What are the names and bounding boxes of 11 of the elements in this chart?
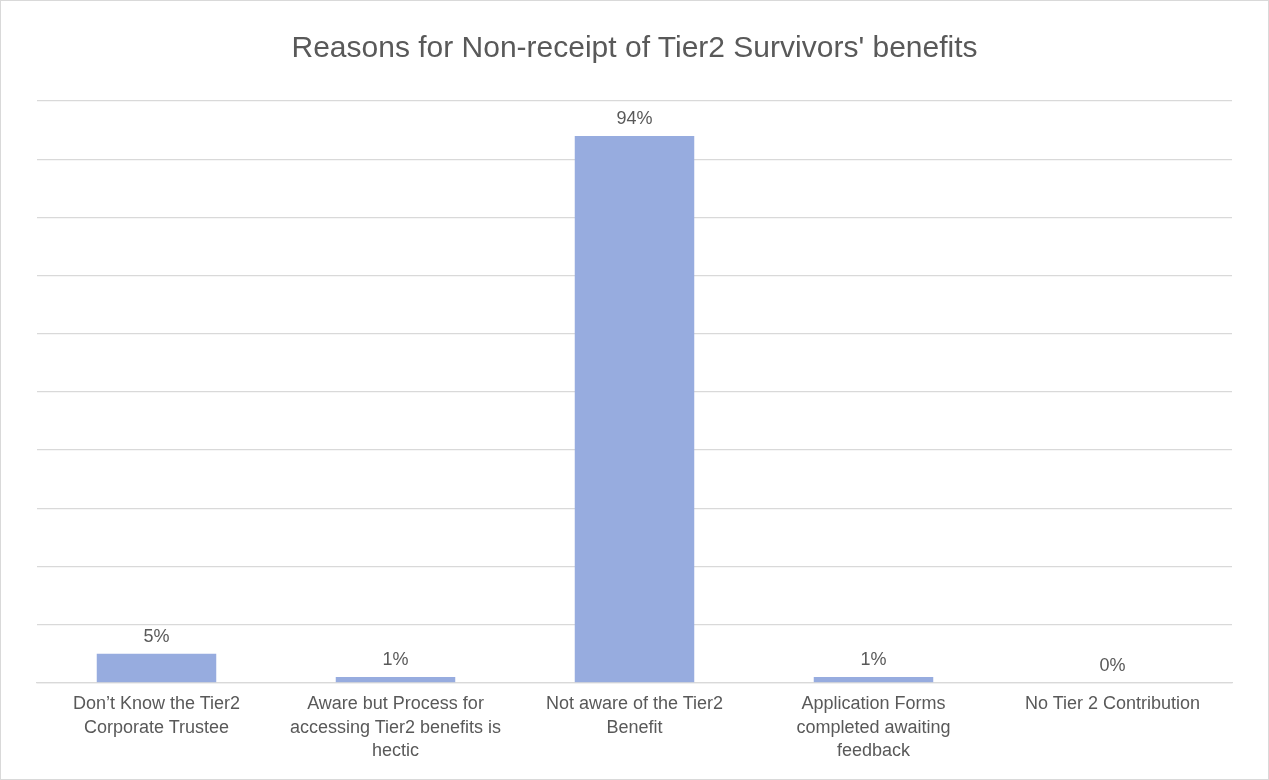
chart-title: Reasons for Non-receipt of Tier2 Survivors' benefits [291,30,978,64]
x-tick-label: Not aware of the Tier2 Benefit [545,693,724,737]
x-tick-label: Application Forms completed awaiting feedback [796,693,951,761]
data-label: 0% [1099,654,1126,675]
data-label: 94% [616,107,653,128]
x-tick-label: Don’t Know the Tier2 Corporate Trustee [72,693,241,737]
data-label: 1% [860,648,887,669]
data-label: 5% [143,625,170,646]
data-label: 1% [382,648,409,669]
x-tick-label: Aware but Process for accessing Tier2 benefits is hectic [289,693,502,761]
x-tick-label: No Tier 2 Contribution [1024,693,1201,714]
